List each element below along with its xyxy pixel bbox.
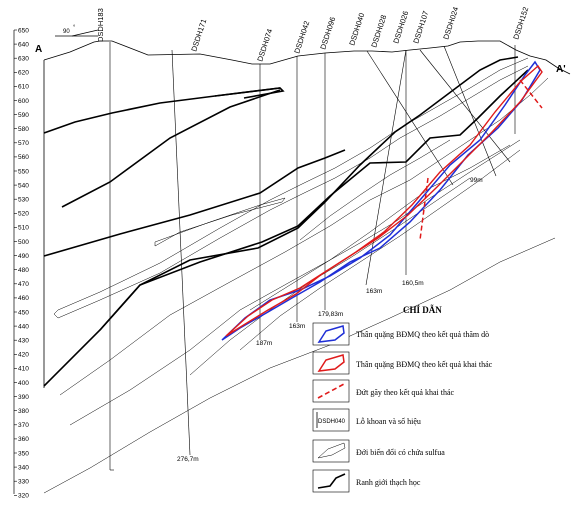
azimuth-label: 90 — [63, 29, 70, 35]
azimuth-indicator: 90 ° — [55, 25, 99, 37]
legend-label: Đới biến đổi có chứa sulfua — [356, 448, 445, 457]
legend-item-lithologic-boundary: Ranh giới thạch học — [312, 469, 421, 493]
elevation-label: 380 — [18, 408, 29, 415]
lithologic-boundaries — [43, 56, 529, 387]
borehole-label: DSDH074 — [255, 28, 274, 63]
borehole-label: DSDH096 — [318, 16, 337, 51]
elevation-label: 500 — [18, 239, 29, 246]
elevation-label: 610 — [18, 84, 29, 91]
elevation-label: 550 — [18, 168, 29, 175]
depth-label: 187m — [256, 340, 272, 347]
legend-item-ore-mining: Thân quặng BĐMQ theo kết quả khai thác — [312, 351, 493, 375]
elevation-label: 630 — [18, 56, 29, 63]
elevation-label: 490 — [18, 253, 29, 260]
elevation-label: 640 — [18, 41, 29, 48]
elevation-label: 510 — [18, 225, 29, 232]
elevation-label: 650 — [18, 27, 29, 34]
elevation-label: 540 — [18, 182, 29, 189]
elevation-label: 520 — [18, 211, 29, 218]
elevation-label: 560 — [18, 154, 29, 161]
svg-text:°: ° — [73, 25, 76, 31]
elevation-label: 590 — [18, 112, 29, 119]
depth-label: 179,83m — [318, 311, 343, 318]
elevation-label: 600 — [18, 98, 29, 105]
elevation-label: 450 — [18, 309, 29, 316]
borehole-label: DSDH040 — [347, 12, 366, 47]
borehole-label: DSDH028 — [369, 14, 388, 49]
depth-label: 276,7m — [177, 456, 199, 463]
borehole-label: DSDH042 — [292, 20, 311, 55]
legend-item-ore-exploration: Thân quặng BĐMQ theo kết quả thăm dò — [312, 322, 489, 346]
legend-label: Lỗ khoan và số hiệu — [356, 417, 421, 426]
borehole-label: DSDH107 — [411, 10, 430, 45]
elevation-label: 430 — [18, 338, 29, 345]
elevation-label: 480 — [18, 267, 29, 274]
elevation-label: 340 — [18, 464, 29, 471]
elevation-label: 360 — [18, 436, 29, 443]
section-start-label: A — [35, 44, 42, 55]
elevation-label: 330 — [18, 479, 29, 486]
legend-label: Ranh giới thạch học — [356, 478, 421, 487]
borehole-depth-labels: 99m 163m 160,5m 179,83m 163m 187m 276,7m — [177, 177, 483, 463]
elevation-label: 530 — [18, 197, 29, 204]
elevation-label: 620 — [18, 70, 29, 77]
legend-label: Thân quặng BĐMQ theo kết quả khai thác — [356, 360, 493, 369]
topographic-surface — [43, 40, 571, 75]
elevation-label: 420 — [18, 352, 29, 359]
legend-title: CHỈ DẪN — [403, 305, 442, 315]
elevation-label: 470 — [18, 281, 29, 288]
legend-item-borehole: DSDH040 Lỗ khoan và số hiệu — [312, 408, 421, 432]
depth-label: 160,5m — [402, 280, 424, 287]
legend-item-alteration: Đới biến đổi có chứa sulfua — [312, 439, 445, 463]
elevation-axis: 650 640 630 620 610 600 590 580 570 560 550 540 530 5… — [13, 27, 29, 500]
borehole-label: DSDH171 — [189, 18, 208, 53]
faults-mining — [419, 79, 543, 241]
legend-label: Đứt gãy theo kết quả khai thác — [356, 388, 455, 397]
elevation-label: 460 — [18, 295, 29, 302]
borehole-label: DSDH183 — [96, 8, 105, 42]
elevation-label: 580 — [18, 126, 29, 133]
depth-label: 163m — [289, 323, 305, 330]
elevation-label: 370 — [18, 422, 29, 429]
borehole-traces — [109, 42, 516, 471]
borehole-label: DSDH152 — [511, 6, 530, 41]
elevation-label: 400 — [18, 380, 29, 387]
elevation-label: 570 — [18, 140, 29, 147]
elevation-label: 410 — [18, 366, 29, 373]
depth-label: 163m — [366, 288, 382, 295]
elevation-label: 350 — [18, 450, 29, 457]
legend-label: Thân quặng BĐMQ theo kết quả thăm dò — [356, 330, 489, 339]
legend-item-fault: Đứt gãy theo kết quả khai thác — [312, 379, 455, 403]
sulfide-alteration-zones — [43, 57, 556, 494]
legend-borehole-icon-text: DSDH040 — [318, 419, 346, 425]
legend: CHỈ DẪN Thân quặng BĐMQ theo kết quả thă… — [312, 305, 493, 493]
elevation-label: 440 — [18, 323, 29, 330]
elevation-label: 320 — [18, 493, 29, 500]
borehole-label: DSDH024 — [441, 6, 460, 41]
depth-label: 99m — [470, 177, 483, 184]
ore-body-mining — [225, 64, 543, 337]
borehole-label: DSDH026 — [391, 10, 410, 45]
elevation-label: 390 — [18, 394, 29, 401]
